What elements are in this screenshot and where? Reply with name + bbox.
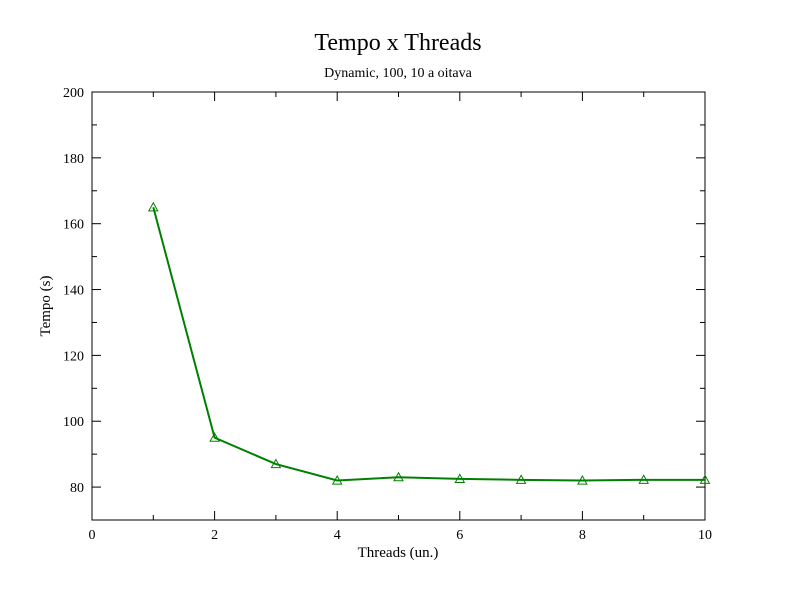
data-point-marker	[515, 474, 527, 484]
data-point-marker	[699, 474, 711, 484]
y-tick-label: 200	[63, 86, 84, 101]
y-tick-label: 120	[63, 349, 84, 364]
chart-subtitle: Dynamic, 100, 10 a oitava	[324, 66, 473, 81]
data-point-marker	[270, 458, 282, 469]
chart-title: Tempo x Threads	[314, 30, 481, 56]
series-layer	[147, 201, 711, 485]
axis-tick-labels: 0 2 4 6 8 10 80 100 120 140 160 180 200	[63, 86, 712, 543]
data-point-marker	[147, 201, 159, 212]
x-axis-label: Threads (un.)	[358, 545, 439, 561]
data-point-marker	[209, 432, 220, 442]
axis-ticks	[91, 91, 706, 521]
x-tick-label: 2	[211, 528, 218, 543]
y-tick-label: 160	[63, 218, 84, 233]
x-tick-label: 4	[334, 528, 341, 543]
y-tick-label: 180	[63, 152, 84, 167]
plot-frame	[91, 91, 706, 521]
y-axis-label: Tempo (s)	[38, 275, 54, 336]
x-tick-label: 8	[579, 528, 586, 543]
data-point-marker	[577, 474, 588, 485]
y-tick-label: 80	[70, 481, 84, 496]
x-tick-label: 6	[456, 528, 463, 543]
y-tick-label: 100	[63, 415, 84, 430]
data-point-marker	[331, 474, 343, 485]
data-point-marker	[454, 473, 466, 483]
x-tick-label: 10	[698, 528, 712, 543]
x-tick-label: 0	[89, 528, 96, 543]
series-line	[152, 206, 705, 482]
data-point-marker	[638, 474, 650, 484]
data-point-marker	[393, 471, 404, 482]
y-tick-label: 140	[63, 284, 84, 299]
